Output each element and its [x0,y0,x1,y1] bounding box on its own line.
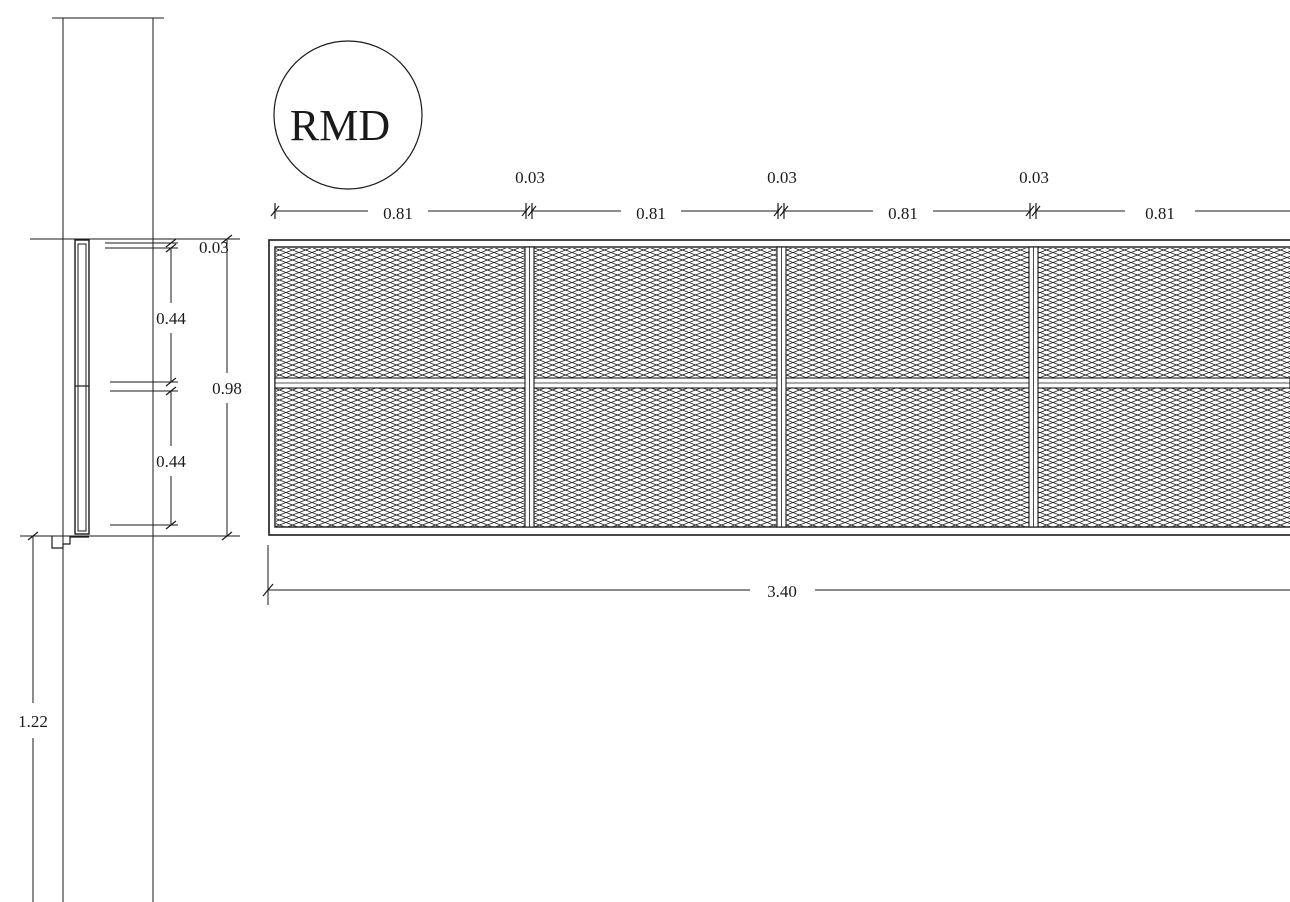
tag-circle [273,40,423,190]
panel-dim-ticks [165,238,177,530]
dim-label-panel-1: 0.81 [383,204,413,223]
mount-dim-tick [27,531,39,541]
dim-label-panel-4: 0.81 [1145,204,1175,223]
dim-label-overall-width: 3.40 [767,582,797,601]
dim-label-gap-3: 0.03 [1019,168,1049,187]
base-bracket [51,536,89,549]
dim-label-lower-panel: 0.44 [156,452,186,471]
overall-width-dimension: 3.40 [262,545,1290,605]
total-dim-ticks [221,234,233,541]
tag-label: RMD [290,101,390,150]
overall-dim-tick [262,583,274,597]
chain-ticks [270,203,1041,219]
dim-label-total-height: 0.98 [212,379,242,398]
dim-label-gap-2: 0.03 [767,168,797,187]
drawing-tag: RMD [273,40,423,190]
dim-label-gap-1: 0.03 [515,168,545,187]
dim-label-panel-3: 0.81 [888,204,918,223]
top-dimension-chain: 0.81 0.81 0.81 0.81 0.03 0.03 0.03 [270,168,1290,223]
dim-label-mount-height: 1.22 [18,712,48,731]
side-section: 0.03 0.44 0.98 0.44 1.22 [18,17,242,902]
dim-label-top-gap: 0.03 [199,238,229,257]
front-elevation [268,239,1290,536]
outer-frame [268,239,1290,536]
frame-inner-profile [77,243,87,532]
dim-label-upper-panel: 0.44 [156,309,186,328]
frame-profile [74,239,90,535]
dim-label-panel-2: 0.81 [636,204,666,223]
